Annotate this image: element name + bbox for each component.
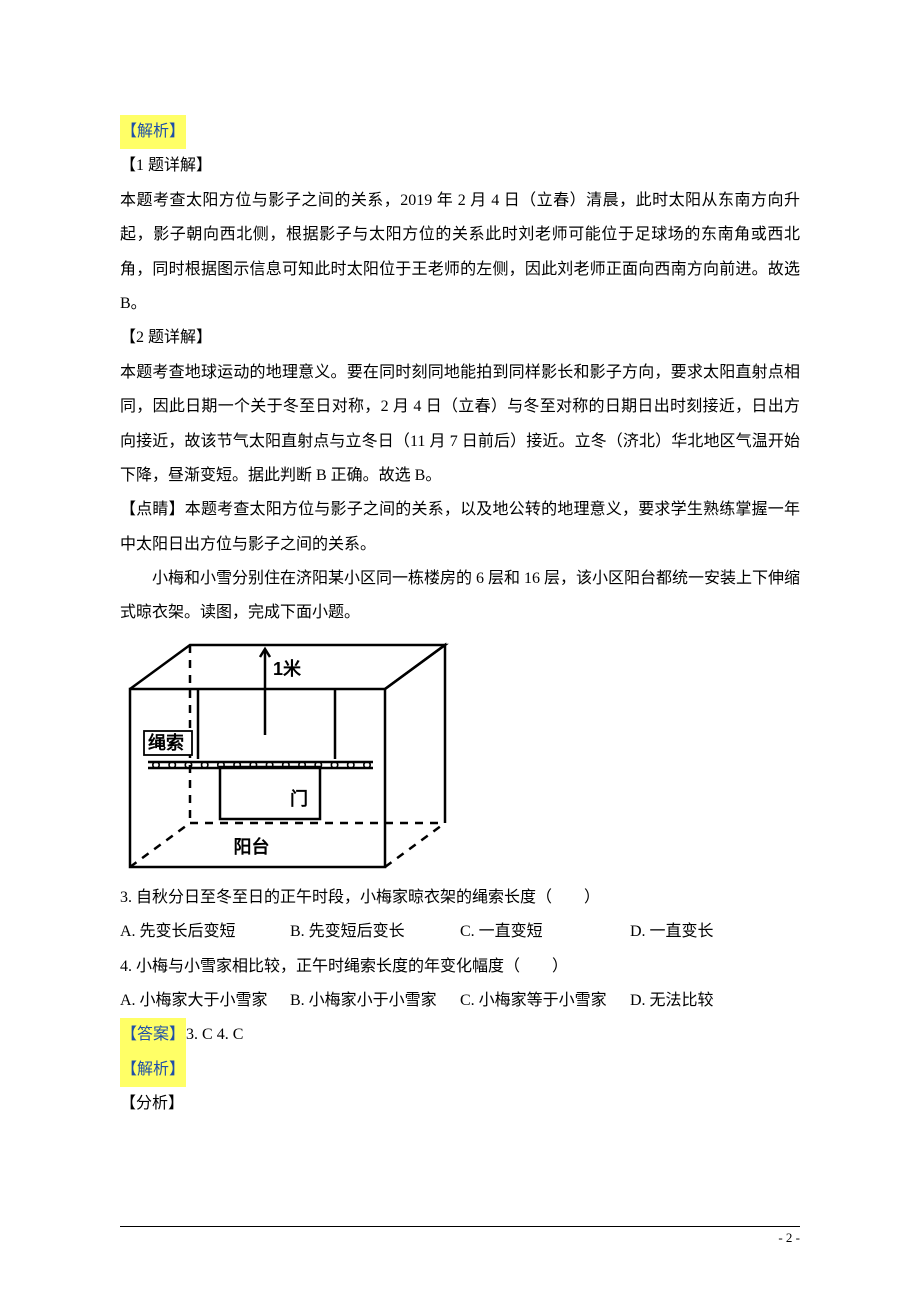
q3-option-c: C. 一直变短	[460, 915, 630, 949]
q3-option-b: B. 先变短后变长	[290, 915, 460, 949]
q3-stem: 3. 自秋分日至冬至日的正午时段，小梅家晾衣架的绳索长度（ ）	[120, 881, 800, 915]
svg-text:1米: 1米	[273, 658, 302, 679]
svg-text:绳索: 绳索	[148, 732, 184, 753]
q4-option-d: D. 无法比较	[630, 984, 800, 1018]
footer-line	[120, 1226, 800, 1227]
answer-label: 【答案】	[120, 1018, 186, 1052]
analysis-label-text: 【解析】	[120, 115, 186, 149]
fenxi-label: 【分析】	[120, 1087, 800, 1121]
q3-option-d: D. 一直变长	[630, 915, 800, 949]
analysis-label: 【解析】	[120, 115, 800, 149]
q2-detail-label: 【2 题详解】	[120, 321, 800, 355]
analysis2-label-text: 【解析】	[120, 1053, 186, 1087]
q1-detail-text: 本题考查太阳方位与影子之间的关系，2019 年 2 月 4 日（立春）清晨，此时…	[120, 184, 800, 322]
analysis2-label: 【解析】	[120, 1053, 800, 1087]
q3-options: A. 先变长后变短 B. 先变短后变长 C. 一直变短 D. 一直变长	[120, 915, 800, 949]
q4-option-c: C. 小梅家等于小雪家	[460, 984, 630, 1018]
q4-option-b: B. 小梅家小于小雪家	[290, 984, 460, 1018]
prompt-paragraph: 小梅和小雪分别住在济阳某小区同一栋楼房的 6 层和 16 层，该小区阳台都统一安…	[120, 562, 800, 631]
svg-text:门: 门	[290, 788, 308, 809]
q3-option-a: A. 先变长后变短	[120, 915, 290, 949]
footer-page-number: - 2 -	[778, 1224, 800, 1252]
balcony-diagram: 1米绳索门阳台	[120, 637, 800, 877]
svg-text:阳台: 阳台	[234, 836, 270, 857]
q2-detail-text: 本题考查地球运动的地理意义。要在同时刻同地能拍到同样影长和影子方向，要求太阳直射…	[120, 356, 800, 494]
q1-detail-label: 【1 题详解】	[120, 149, 800, 183]
page: 【解析】 【1 题详解】 本题考查太阳方位与影子之间的关系，2019 年 2 月…	[0, 0, 920, 1302]
q4-stem: 4. 小梅与小雪家相比较，正午时绳索长度的年变化幅度（ ）	[120, 950, 800, 984]
q4-option-a: A. 小梅家大于小雪家	[120, 984, 290, 1018]
answer-text: 3. C 4. C	[186, 1026, 243, 1043]
answer-line: 【答案】3. C 4. C	[120, 1018, 800, 1052]
q4-options: A. 小梅家大于小雪家 B. 小梅家小于小雪家 C. 小梅家等于小雪家 D. 无…	[120, 984, 800, 1018]
dianjing-paragraph: 【点睛】本题考查太阳方位与影子之间的关系，以及地公转的地理意义，要求学生熟练掌握…	[120, 493, 800, 562]
